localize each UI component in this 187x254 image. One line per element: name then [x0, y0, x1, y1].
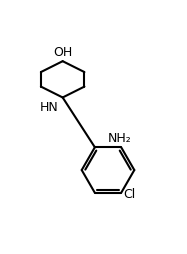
Text: OH: OH [53, 46, 72, 59]
Text: Cl: Cl [123, 187, 135, 200]
Text: HN: HN [39, 101, 58, 114]
Text: NH₂: NH₂ [108, 132, 131, 145]
